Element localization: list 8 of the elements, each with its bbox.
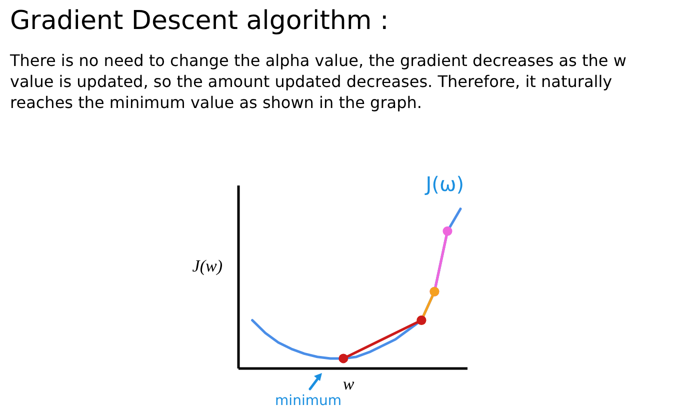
text: minimum xyxy=(275,393,342,409)
point xyxy=(338,354,348,364)
y-axis-title: J(w) xyxy=(192,256,223,276)
chart-title: Gradient Descent algorithm : xyxy=(10,6,389,36)
chart-subtitle: There is no need to change the alpha value, the gradient decreases as the w value is updated, so the amount updated decreases. Therefore, it naturally reaches the minimum value as shown in the graph. xyxy=(10,50,628,113)
point xyxy=(442,226,452,236)
x-axis-title: w xyxy=(342,374,355,394)
text: J(ω) xyxy=(424,172,464,196)
